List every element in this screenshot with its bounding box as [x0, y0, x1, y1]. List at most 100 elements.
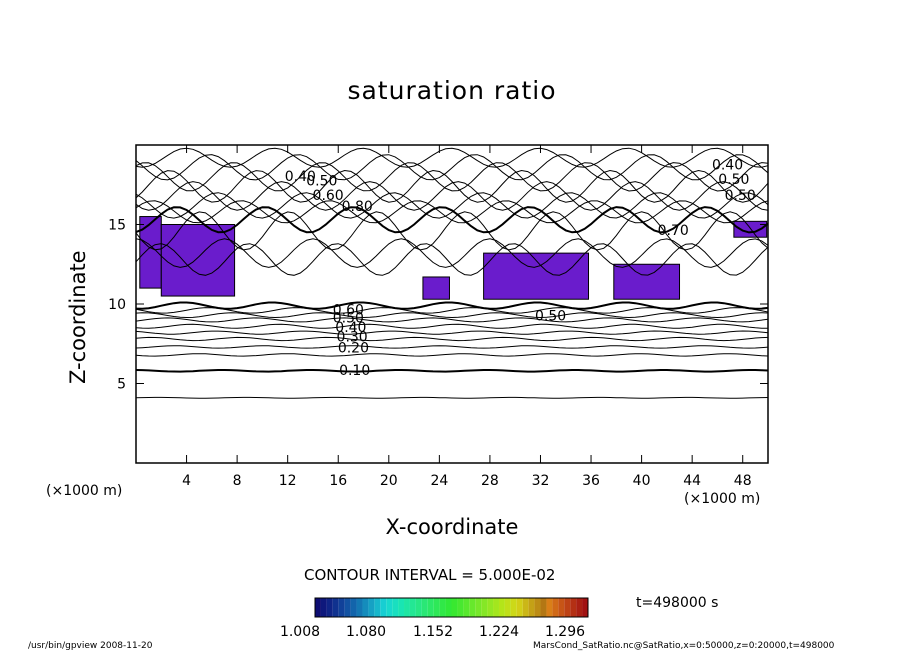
colorbar-cell [540, 598, 547, 617]
colorbar-cell [534, 598, 541, 617]
contour-line [135, 169, 769, 203]
x-tick-label: 16 [329, 473, 347, 489]
colorbar-cell [332, 598, 339, 617]
colorbar-cell [487, 598, 494, 617]
contour-label: 0.40 [712, 158, 743, 174]
supersaturated-region [733, 220, 768, 238]
colorbar-cell [338, 598, 345, 617]
colorbar-cell [386, 598, 393, 617]
colorbar-cell [582, 598, 588, 617]
colorbar-cell [362, 598, 369, 617]
footer-left: /usr/bin/gpview 2008-11-20 [28, 641, 153, 651]
x-tick-label: 20 [380, 473, 398, 489]
contour-line [135, 147, 769, 168]
x-tick-label: 12 [279, 473, 297, 489]
colorbar-cell [504, 598, 511, 617]
contour-line [135, 369, 769, 373]
colorbar-cell [552, 598, 559, 617]
colorbar-cell [469, 598, 476, 617]
y-tick-label: 5 [117, 377, 126, 393]
colorbar-cell [546, 598, 553, 617]
colorbar-cell [409, 598, 416, 617]
supersaturated-region [613, 263, 681, 300]
contour-line [135, 323, 768, 329]
contour-line [135, 312, 769, 319]
x-tick-label: 36 [582, 473, 600, 489]
colorbar-cell [415, 598, 422, 617]
contour-label: 0.20 [338, 341, 369, 357]
colorbar-cell [493, 598, 499, 617]
x-tick-label: 4 [182, 473, 191, 489]
colorbar-cell [510, 598, 517, 617]
colorbar-tick-label: 1.008 [280, 624, 320, 640]
colorbar: 1.008 1.080 1.152 1.224 1.296 [280, 597, 589, 640]
colorbar-cell [516, 598, 523, 617]
contour-line [135, 345, 769, 349]
x-axis-ticks: 4 8 12 16 20 24 28 32 36 40 44 48 [182, 145, 752, 489]
x-tick-label: 44 [683, 473, 701, 489]
contour-label: 0.40 [285, 169, 316, 185]
colorbar-cell [427, 598, 434, 617]
y-tick-label: 10 [108, 297, 126, 313]
time-stamp: t=498000 s [636, 595, 719, 611]
x-axis-label: X-coordinate [385, 515, 519, 539]
colorbar-cell [320, 598, 327, 617]
colorbar-cell [481, 598, 488, 617]
contour-line [135, 243, 769, 276]
contour-line [135, 301, 769, 310]
contour-label: 0.50 [718, 172, 749, 188]
contour-line [135, 396, 769, 399]
contour-label: 0.30 [337, 329, 368, 345]
chart-title: saturation ratio [347, 76, 557, 105]
colorbar-cell [528, 598, 535, 617]
colorbar-cell [421, 598, 428, 617]
colorbar-cell [404, 598, 410, 617]
contour-line [135, 353, 769, 357]
contour-line [135, 330, 769, 335]
contour-line [135, 317, 769, 323]
contour-lines [135, 147, 769, 399]
supersaturated-regions [139, 216, 768, 300]
contour-label: 0.10 [339, 363, 370, 379]
y-axis-label: Z-coordinate [66, 250, 90, 384]
contour-label: 0.60 [313, 188, 344, 204]
colorbar-cell [368, 598, 375, 617]
colorbar-cell [344, 598, 351, 617]
contour-label: 0.50 [535, 309, 566, 325]
x-unit-right: (×1000 m) [684, 491, 761, 507]
colorbar-tick-label: 1.152 [413, 624, 453, 640]
supersaturated-region [422, 276, 450, 300]
colorbar-cell [445, 598, 452, 617]
colorbar-tick-label: 1.224 [479, 624, 519, 640]
x-tick-label: 48 [734, 473, 752, 489]
contour-label: 0.50 [333, 310, 364, 326]
contour-line [135, 336, 769, 342]
supersaturated-region [160, 224, 236, 297]
colorbar-cell [380, 598, 387, 617]
x-tick-label: 24 [430, 473, 448, 489]
contour-label: 0.50 [306, 174, 337, 190]
colorbar-cell [498, 598, 505, 617]
colorbar-cell [457, 598, 464, 617]
colorbar-cell [558, 598, 565, 617]
colorbar-cell [315, 598, 321, 617]
colorbar-cell [433, 598, 440, 617]
contour-label: 0.50 [725, 188, 756, 204]
contour-line [135, 154, 769, 181]
x-tick-label: 32 [532, 473, 550, 489]
colorbar-cell [350, 598, 357, 617]
colorbar-cell [463, 598, 470, 617]
colorbar-cell [451, 598, 458, 617]
contour-line [135, 206, 769, 234]
colorbar-cell [475, 598, 482, 617]
x-tick-label: 28 [481, 473, 499, 489]
colorbar-cell [374, 598, 381, 617]
colorbar-cell [564, 598, 571, 617]
colorbar-cell [398, 598, 405, 617]
colorbar-tick-label: 1.080 [346, 624, 386, 640]
y-tick-label: 15 [108, 218, 126, 234]
contour-line [135, 238, 769, 268]
contour-label: 0.60 [333, 302, 364, 318]
contour-interval: CONTOUR INTERVAL = 5.000E-02 [304, 566, 556, 584]
